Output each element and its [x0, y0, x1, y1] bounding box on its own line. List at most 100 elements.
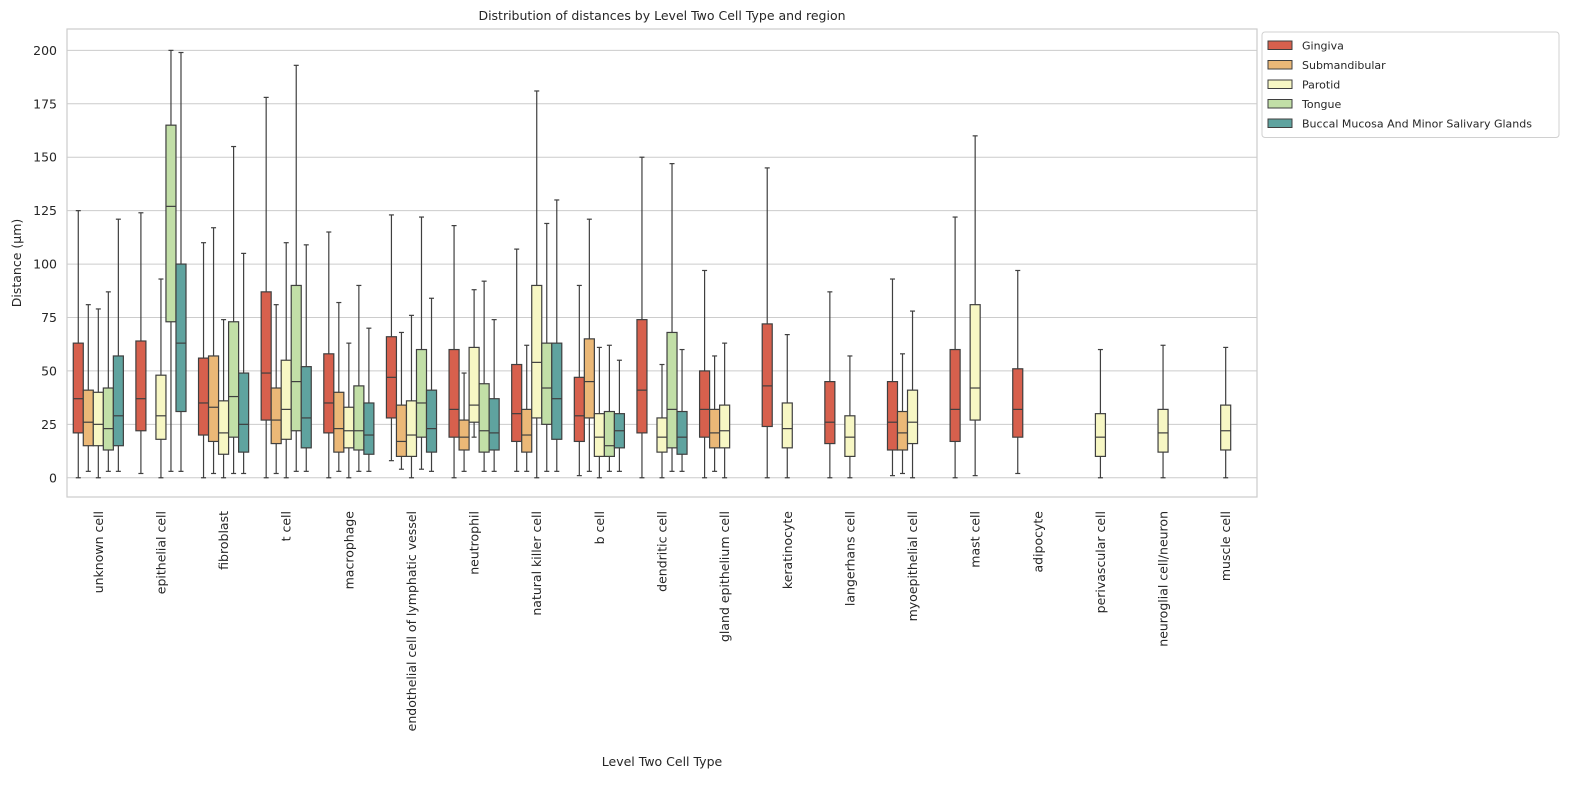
x-tick-label: neuroglial cell/neuron [1156, 511, 1171, 647]
iqr-box [353, 385, 365, 451]
iqr-box [363, 402, 375, 455]
iqr-box [300, 366, 312, 449]
x-tick-label: natural killer cell [529, 511, 544, 616]
box-gingiva [323, 231, 335, 479]
iqr-box [886, 381, 899, 451]
chart-title: Distribution of distances by Level Two C… [478, 8, 845, 23]
iqr-box [551, 342, 563, 440]
box-buccal-mucosa-and-minor-salivary-glands [112, 218, 124, 472]
legend-item: Gingiva [1267, 40, 1344, 53]
iqr-box [135, 340, 147, 432]
legend-label: Submandibular [1302, 59, 1386, 72]
iqr-box [238, 372, 250, 453]
iqr-box [112, 355, 124, 447]
box-parotid [781, 333, 793, 479]
y-tick-label: 150 [33, 150, 57, 165]
x-tick-label: b cell [592, 511, 607, 544]
box-parotid [405, 314, 418, 479]
legend-label: Buccal Mucosa And Minor Salivary Glands [1302, 118, 1532, 131]
iqr-box [175, 263, 187, 413]
box-submandibular [521, 344, 533, 472]
box-buccal-mucosa-and-minor-salivary-glands [551, 199, 563, 472]
box-parotid [217, 319, 230, 479]
legend-frame [1261, 31, 1560, 138]
box-parotid [468, 289, 480, 438]
box-gingiva [260, 96, 272, 479]
iqr-box [468, 346, 480, 423]
iqr-box [844, 415, 856, 457]
box-submandibular [708, 355, 721, 472]
iqr-box [666, 331, 678, 449]
legend-item: Buccal Mucosa And Minor Salivary Glands [1267, 118, 1532, 131]
iqr-box [761, 323, 773, 428]
iqr-box [82, 389, 94, 447]
boxes-layer [72, 49, 1232, 479]
x-tick-label: macrophage [341, 511, 356, 590]
box-gingiva [824, 291, 836, 479]
iqr-box [333, 391, 345, 453]
box-gingiva [636, 156, 648, 479]
legend-item: Parotid [1267, 79, 1340, 92]
iqr-box [92, 391, 104, 447]
legend-swatch [1267, 99, 1293, 109]
iqr-box [102, 387, 114, 451]
iqr-box [521, 408, 533, 453]
box-gingiva [573, 284, 585, 477]
iqr-box [217, 400, 230, 455]
y-tick-label: 50 [41, 363, 57, 378]
box-gingiva [197, 242, 210, 479]
x-tick-label: keratinocyte [780, 511, 795, 589]
plot-frame [66, 28, 1258, 498]
box-tongue [666, 163, 678, 472]
iqr-box [415, 348, 428, 438]
box-submandibular [583, 218, 595, 472]
legend-swatch [1267, 118, 1293, 128]
box-tongue [603, 344, 616, 472]
box-parotid [1157, 344, 1169, 479]
box-submandibular [270, 304, 282, 475]
x-tick-label: langerhans cell [842, 511, 857, 606]
iqr-box [72, 342, 84, 434]
iqr-box [323, 353, 335, 434]
box-submandibular [333, 301, 345, 472]
box-buccal-mucosa-and-minor-salivary-glands [676, 348, 688, 472]
iqr-box [583, 338, 595, 419]
iqr-box [541, 342, 553, 425]
legend-label: Parotid [1302, 79, 1340, 92]
legend-item: Tongue [1267, 98, 1342, 111]
box-buccal-mucosa-and-minor-salivary-glands [425, 297, 438, 472]
box-parotid [1220, 346, 1232, 479]
y-tick-label: 175 [33, 96, 57, 111]
box-submandibular [207, 227, 220, 475]
y-axis: 0 25 50 75 100 125 150 175 200 [33, 43, 57, 485]
iqr-box [949, 348, 961, 443]
legend: Gingiva Submandibular Parotid Tongue Buccal … [1261, 31, 1560, 138]
iqr-box [1220, 404, 1232, 451]
box-gingiva [761, 167, 773, 479]
x-axis: unknown cell epithelial cell fibroblast t c… [91, 511, 1233, 732]
box-gingiva [511, 248, 523, 472]
iqr-box [1094, 413, 1107, 457]
iqr-box [969, 304, 981, 421]
iqr-box [290, 284, 302, 432]
iqr-box [656, 417, 668, 453]
box-tongue [165, 49, 177, 472]
box-parotid [155, 278, 167, 479]
box-parotid [343, 342, 355, 479]
iqr-box [676, 410, 688, 455]
box-buccal-mucosa-and-minor-salivary-glands [613, 359, 626, 472]
box-parotid [844, 355, 856, 479]
box-gingiva [698, 269, 711, 479]
x-tick-label: epithelial cell [153, 511, 168, 594]
iqr-box [425, 389, 438, 453]
x-tick-label: gland epithelium cell [717, 511, 732, 642]
y-tick-label: 200 [33, 43, 57, 58]
y-axis-label: Distance (µm) [9, 219, 24, 308]
box-gingiva [1012, 269, 1024, 475]
box-gingiva [385, 214, 398, 462]
iqr-box [405, 400, 418, 457]
iqr-box [448, 348, 460, 438]
box-parotid [969, 135, 981, 477]
box-buccal-mucosa-and-minor-salivary-glands [363, 327, 375, 472]
